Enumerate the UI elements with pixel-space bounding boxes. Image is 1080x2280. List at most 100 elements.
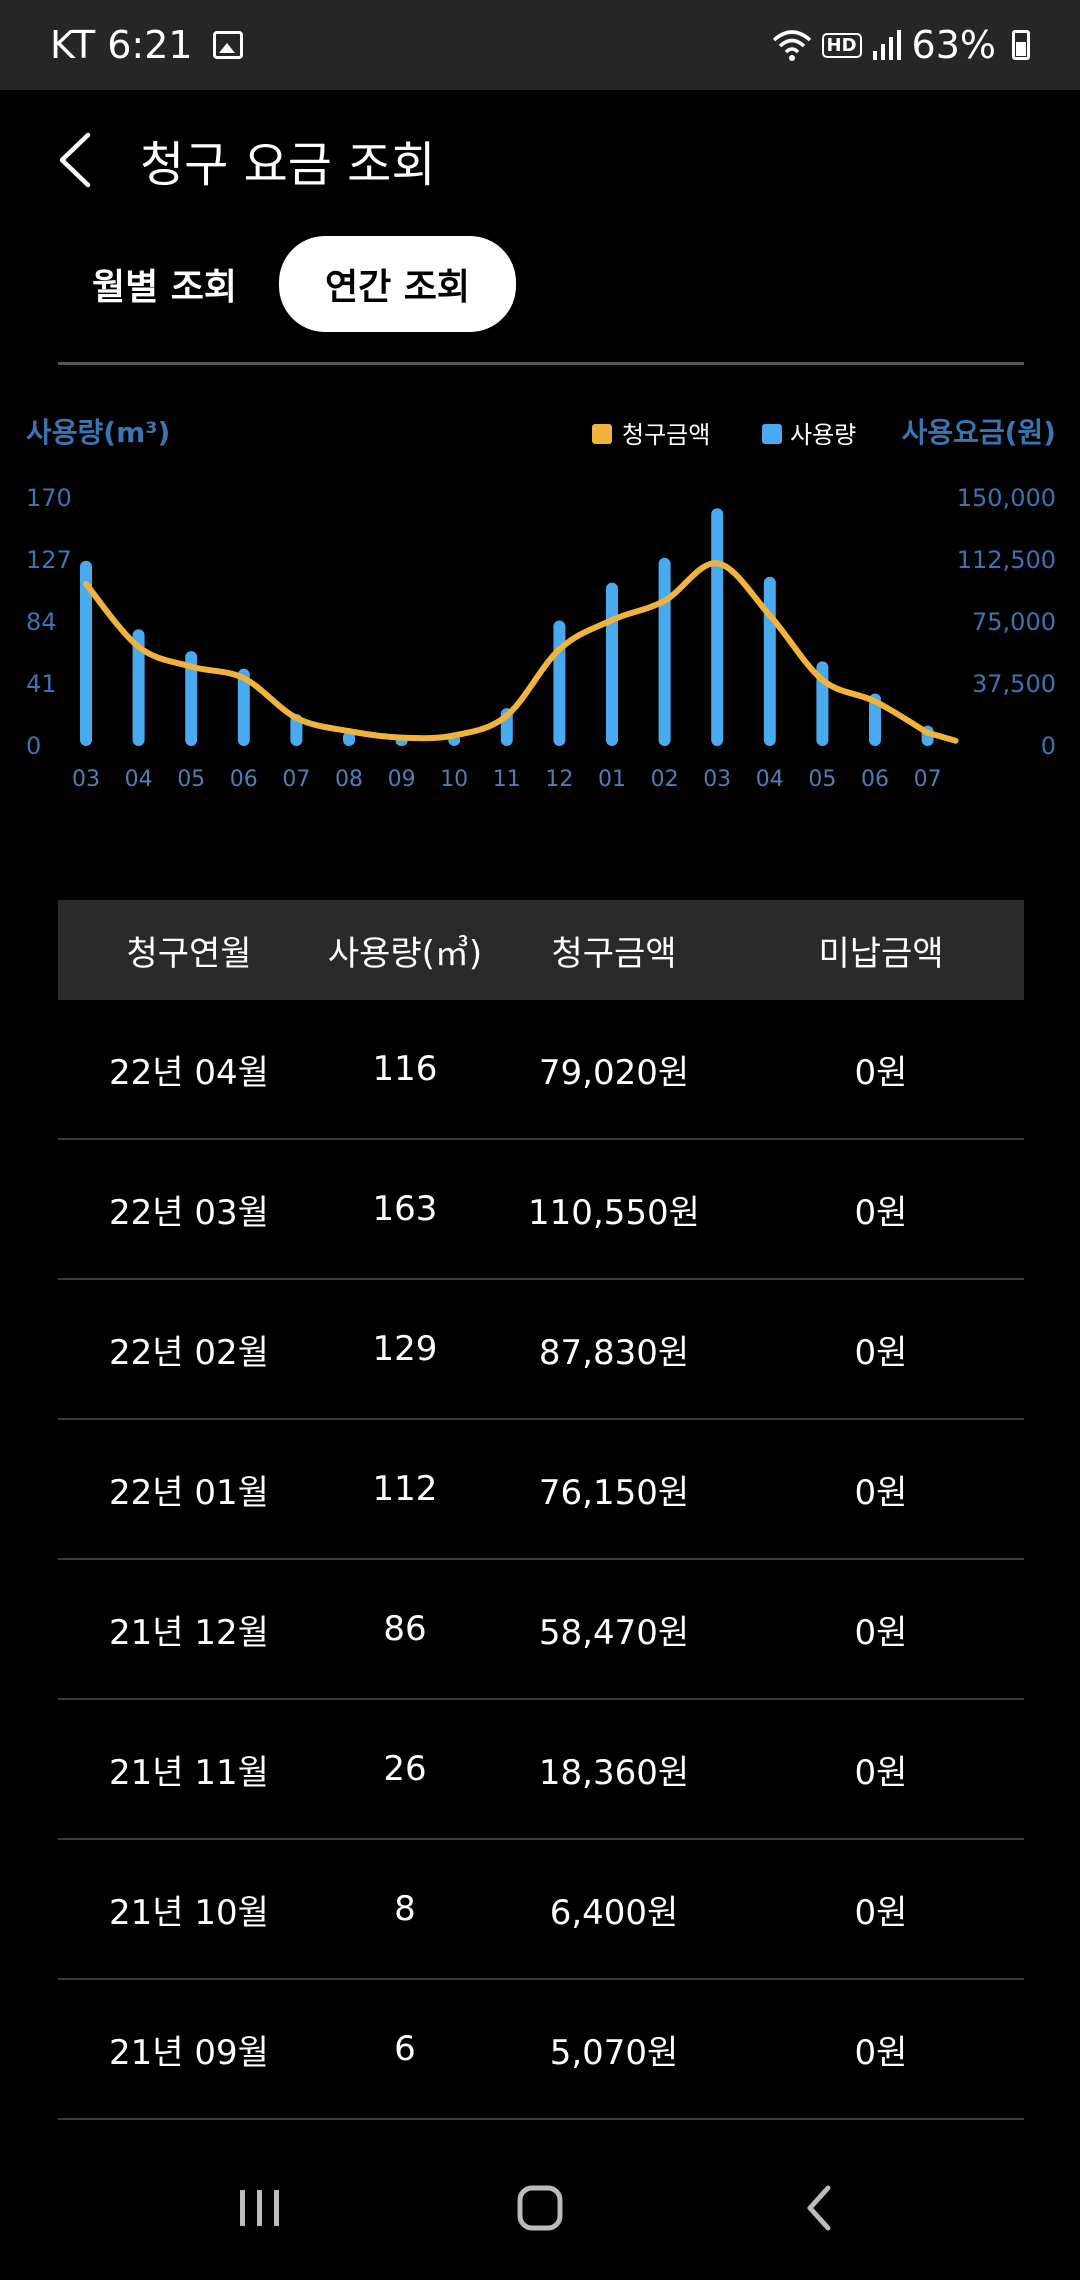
x-tick: 03: [703, 767, 731, 792]
row-unpaid: 0원: [854, 1192, 908, 1233]
table-row[interactable]: 22년 04월 116 79,020원 0원: [58, 1000, 1024, 1140]
x-tick: 02: [651, 767, 679, 792]
tab-yearly[interactable]: 연간 조회: [279, 236, 517, 332]
x-tick: 09: [388, 767, 416, 792]
header-unpaid: 미납금액: [818, 933, 944, 974]
table-row[interactable]: 21년 12월 86 58,470원 0원: [58, 1560, 1024, 1700]
home-button[interactable]: [510, 2178, 570, 2242]
x-tick: 07: [282, 767, 310, 792]
view-tabs: 월별 조회 연간 조회: [80, 236, 517, 332]
x-tick: 03: [72, 767, 100, 792]
row-month: 21년 11월: [109, 1752, 269, 1793]
row-month: 21년 12월: [109, 1612, 269, 1653]
image-notification-icon: [212, 31, 243, 59]
legend-line-label: 청구금액: [622, 421, 710, 449]
y-right-tick: 75,000: [972, 608, 1056, 636]
usage-chart-svg: 사용량(m³) 사용요금(원) 청구금액 사용량 170 127 84 41 0 150,000 1…: [26, 416, 1056, 792]
home-icon: [517, 2185, 563, 2231]
usage-bar: [606, 582, 618, 746]
y-axis-left-title: 사용량(m³): [26, 416, 170, 449]
usage-bar: [869, 693, 881, 746]
row-amount: 87,830원: [538, 1332, 690, 1373]
billing-table: 청구연월 사용량(㎥) 청구금액 미납금액 22년 04월 116 79,020…: [58, 900, 1024, 2120]
legend-line-swatch: [592, 424, 612, 444]
row-amount: 58,470원: [538, 1612, 690, 1653]
usage-bar: [711, 508, 724, 746]
table-row[interactable]: 22년 02월 129 87,830원 0원: [58, 1280, 1024, 1420]
row-usage: 8: [394, 1889, 416, 1929]
row-usage: 129: [372, 1329, 438, 1369]
table-header: 청구연월 사용량(㎥) 청구금액 미납금액: [58, 900, 1024, 1000]
row-unpaid: 0원: [854, 1892, 908, 1933]
row-usage: 163: [372, 1189, 438, 1229]
usage-bar: [80, 560, 92, 746]
y-left-tick: 84: [26, 608, 57, 636]
row-amount: 18,360원: [538, 1752, 690, 1793]
x-tick: 05: [808, 767, 836, 792]
row-unpaid: 0원: [854, 1752, 908, 1793]
row-amount: 5,070원: [549, 2032, 679, 2073]
row-amount: 79,020원: [538, 1052, 690, 1093]
row-unpaid: 0원: [854, 1612, 908, 1653]
table-row[interactable]: 22년 01월 112 76,150원 0원: [58, 1420, 1024, 1560]
x-tick: 06: [861, 767, 889, 792]
x-tick: 07: [914, 767, 942, 792]
row-usage: 116: [372, 1049, 438, 1089]
row-month: 22년 03월: [109, 1192, 269, 1233]
recent-apps-icon: [240, 2190, 279, 2226]
usage-bar: [343, 731, 355, 746]
row-amount: 6,400원: [549, 1892, 679, 1933]
row-usage: 6: [394, 2029, 416, 2069]
usage-bar: [237, 668, 250, 746]
legend-bar-label: 사용량: [790, 421, 856, 449]
battery-percent: 63%: [911, 23, 996, 67]
row-month: 22년 01월: [109, 1472, 269, 1513]
row-unpaid: 0원: [854, 1332, 908, 1373]
row-amount: 76,150원: [538, 1472, 690, 1513]
back-button[interactable]: [50, 125, 120, 195]
row-month: 21년 10월: [109, 1892, 269, 1933]
row-unpaid: 0원: [854, 1472, 908, 1513]
row-month: 22년 02월: [109, 1332, 269, 1373]
x-tick: 04: [756, 767, 784, 792]
wifi-icon: [772, 30, 811, 61]
billing-amount-line: [83, 560, 959, 744]
x-tick: 04: [125, 767, 153, 792]
legend-bar-swatch: [762, 424, 782, 444]
battery-icon: [1012, 30, 1030, 60]
app-header: 청구 요금 조회: [0, 90, 1080, 230]
table-row[interactable]: 21년 11월 26 18,360원 0원: [58, 1700, 1024, 1840]
x-tick: 05: [177, 767, 205, 792]
page-title: 청구 요금 조회: [140, 137, 436, 193]
tab-monthly[interactable]: 월별 조회: [92, 267, 238, 308]
usage-chart: 사용량(m³) 사용요금(원) 청구금액 사용량 170 127 84 41 0 150,000 1…: [0, 400, 1080, 820]
table-row[interactable]: 21년 10월 8 6,400원 0원: [58, 1840, 1024, 1980]
row-usage: 112: [372, 1469, 438, 1509]
y-left-tick: 170: [26, 484, 72, 512]
system-back-button[interactable]: [790, 2178, 850, 2242]
usage-bar: [763, 576, 776, 746]
y-left-tick: 41: [26, 670, 57, 698]
y-right-tick: 112,500: [957, 546, 1056, 574]
usage-bar: [185, 651, 198, 746]
chevron-left-icon: [59, 132, 91, 188]
x-tick: 10: [440, 767, 468, 792]
x-tick: 01: [598, 767, 626, 792]
hd-voice-icon: HD: [821, 32, 862, 58]
chevron-left-icon: [807, 2185, 831, 2231]
system-nav-bar: [0, 2140, 1080, 2280]
header-amount: 청구금액: [551, 933, 677, 974]
recent-apps-button[interactable]: [230, 2178, 290, 2242]
y-left-tick: 0: [26, 732, 41, 760]
row-usage: 26: [383, 1749, 427, 1789]
table-row[interactable]: 22년 03월 163 110,550원 0원: [58, 1140, 1024, 1280]
usage-bar: [132, 629, 145, 746]
header-usage: 사용량(㎥): [327, 933, 483, 974]
table-row[interactable]: 21년 09월 6 5,070원 0원: [58, 1980, 1024, 2120]
y-right-tick: 37,500: [972, 670, 1056, 698]
y-left-tick: 127: [26, 546, 72, 574]
row-amount: 110,550원: [528, 1192, 700, 1233]
y-right-tick: 0: [1041, 732, 1056, 760]
x-tick: 12: [545, 767, 573, 792]
row-unpaid: 0원: [854, 2032, 908, 2073]
